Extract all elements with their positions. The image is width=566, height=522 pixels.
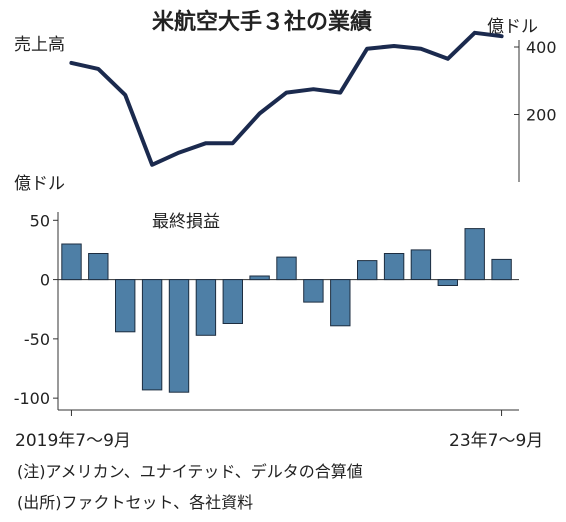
- net-income-bar: [222, 279, 244, 325]
- revenue-y-tick-label: 200: [526, 106, 557, 125]
- net-income-bar: [330, 279, 351, 327]
- footnote-source: (出所)ファクトセット、各社資料: [17, 493, 254, 512]
- net-income-bar: [168, 279, 190, 393]
- footnote-note: (注)アメリカン、ユナイテッド、デルタの合算値: [17, 462, 363, 481]
- net-income-bar: [61, 243, 82, 281]
- net-income-bar: [303, 279, 324, 303]
- net-income-bar: [141, 279, 163, 391]
- revenue-series-label: 売上高: [14, 35, 65, 55]
- net-income-y-tick-label: 50: [30, 211, 50, 230]
- net-income-unit-label: 億ドル: [14, 174, 65, 194]
- net-income-bar: [249, 275, 270, 281]
- net-income-bar: [491, 258, 512, 281]
- net-income-bar: [195, 279, 217, 336]
- net-income-y-tick-label: 0: [40, 271, 50, 290]
- revenue-unit-label: 億ドル: [487, 17, 538, 37]
- net-income-bar: [115, 279, 136, 333]
- revenue-line-chart: 200 400: [69, 30, 557, 182]
- x-start-label: 2019年7〜9月: [15, 431, 131, 451]
- net-income-y-tick-label: -50: [24, 330, 50, 349]
- x-end-label: 23年7〜9月: [449, 431, 544, 451]
- net-income-bar-chart: 50 0 -50 -100: [14, 211, 519, 416]
- chart-title: 米航空大手３社の業績: [152, 10, 373, 35]
- net-income-y-tick-label: -100: [14, 389, 50, 408]
- net-income-bar: [357, 260, 378, 281]
- net-income-bar: [88, 253, 109, 281]
- revenue-y-tick-label: 400: [526, 38, 557, 57]
- net-income-series-label: 最終損益: [152, 212, 220, 232]
- net-income-bar: [437, 279, 459, 287]
- net-income-bar: [464, 228, 485, 281]
- revenue-series-line: [69, 30, 504, 167]
- net-income-bar: [383, 253, 405, 281]
- net-income-bar: [410, 249, 432, 280]
- net-income-bar: [276, 256, 297, 281]
